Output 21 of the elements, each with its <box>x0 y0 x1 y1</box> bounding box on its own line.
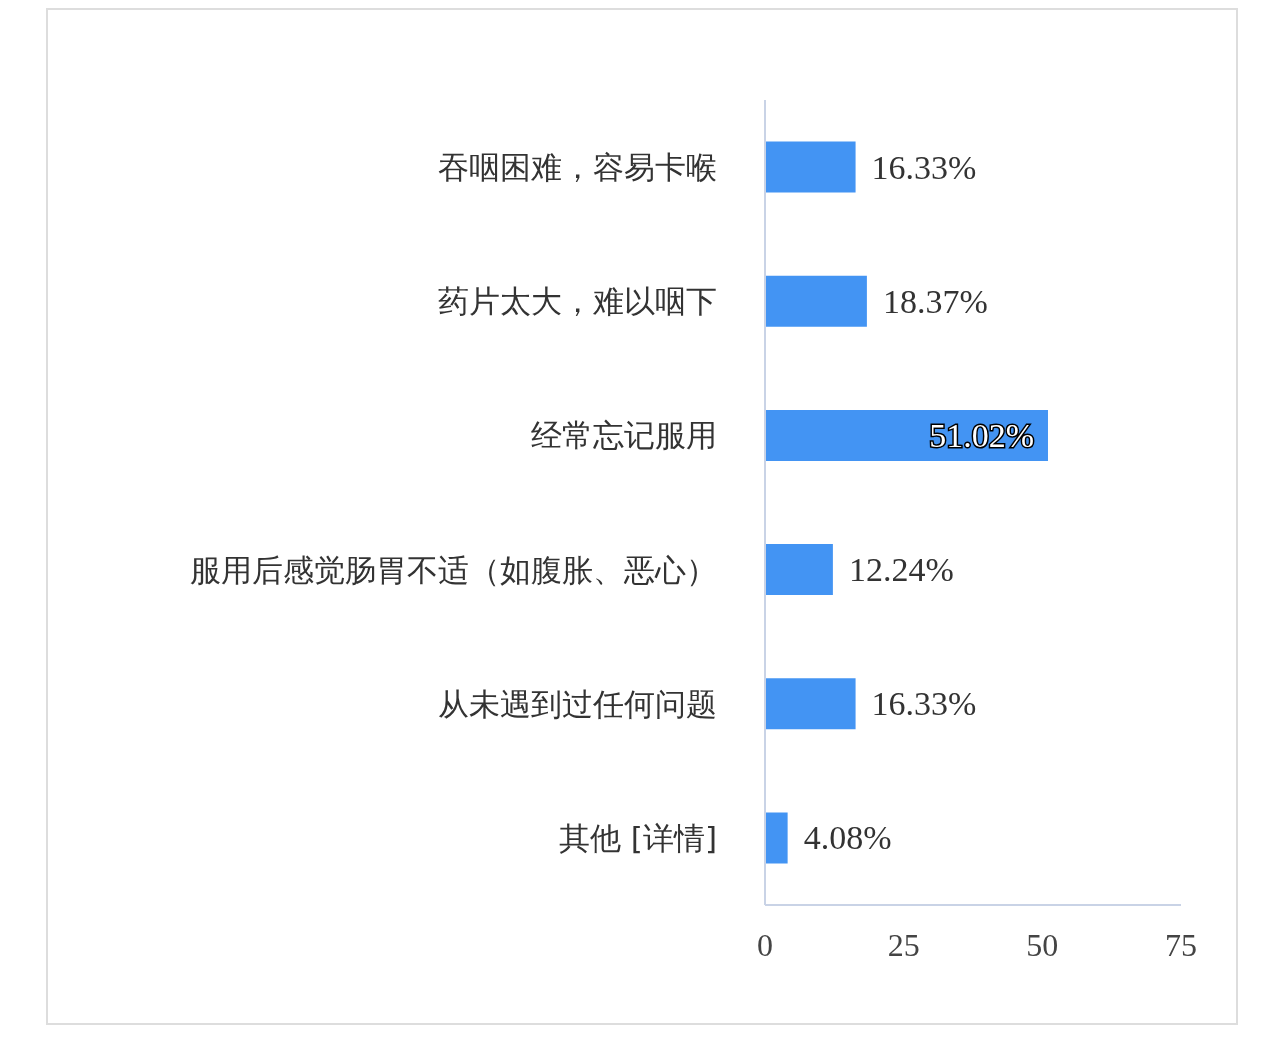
bar <box>765 544 833 596</box>
y-tick-label: 药片太大，难以咽下 <box>438 283 717 320</box>
data-label: 12.24% <box>848 551 954 589</box>
x-tick-label: 0 <box>757 926 773 963</box>
y-tick-label: 吞咽困难，容易卡喉 <box>438 149 717 186</box>
bar <box>765 678 856 730</box>
x-tick-label: 50 <box>1026 926 1059 963</box>
data-label: 16.33% <box>871 685 977 723</box>
data-label: 16.33% <box>871 148 977 186</box>
bar <box>765 812 788 864</box>
bar <box>765 275 867 327</box>
y-tick-label: 其他 [详情] <box>558 819 717 856</box>
data-label: 18.37% <box>882 282 988 320</box>
bar <box>765 141 856 193</box>
data-label: 51.02% <box>929 416 1034 454</box>
y-tick-label: 从未遇到过任何问题 <box>438 685 717 722</box>
y-tick-label: 服用后感觉肠胃不适（如腹胀、恶心） <box>190 551 717 588</box>
x-tick-label: 25 <box>887 926 920 963</box>
y-tick-label: 经常忘记服用 <box>531 417 717 454</box>
x-tick-label: 75 <box>1165 926 1197 963</box>
data-label: 4.08% <box>803 819 892 857</box>
